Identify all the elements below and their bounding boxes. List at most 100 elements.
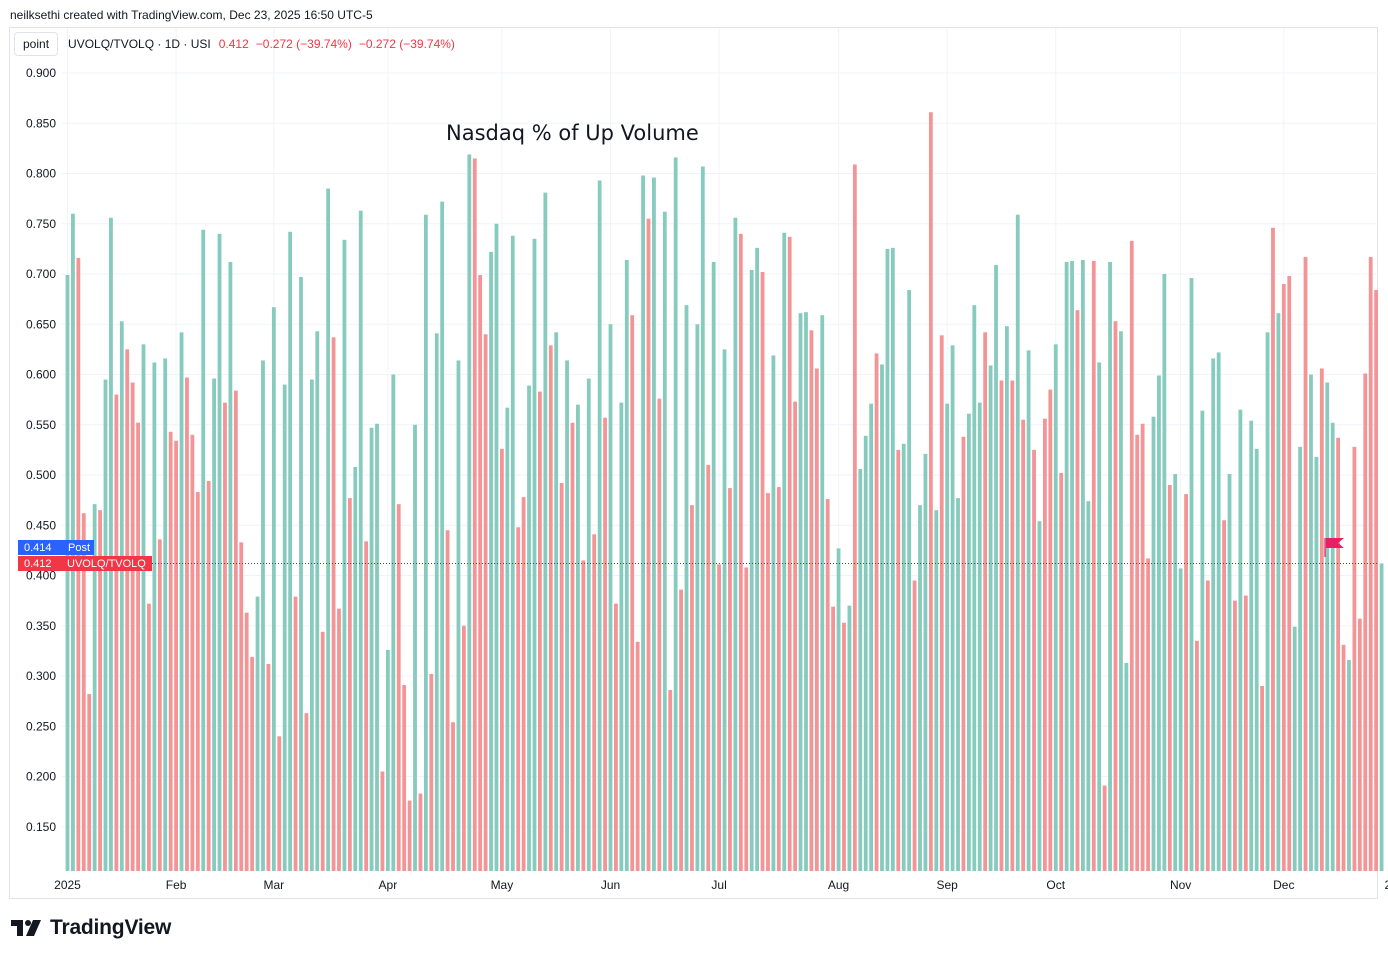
y-tick-label: 0.200: [26, 770, 56, 784]
post-tag: Post: [68, 542, 90, 554]
flag-icon[interactable]: [1324, 538, 1344, 557]
bar: [1026, 350, 1031, 871]
bar: [1216, 352, 1221, 871]
bar: [1059, 472, 1064, 871]
tradingview-logo[interactable]: TradingView: [11, 916, 171, 940]
chart-title: Nasdaq % of Up Volume: [446, 121, 699, 145]
bar: [407, 800, 412, 871]
bar: [130, 382, 135, 871]
y-axis[interactable]: 0.900 0.850 0.800 0.750 0.700 0.650 0.600 0.550…: [26, 66, 56, 834]
bar: [999, 380, 1004, 871]
bar: [1086, 501, 1091, 871]
bar: [190, 434, 195, 871]
bar: [1010, 380, 1015, 871]
bar: [950, 345, 955, 871]
x-tick-label: 2025: [54, 878, 81, 892]
x-axis[interactable]: 2025 Feb Mar Apr May Jun Jul Aug Sep Oct Nov Dec 202…: [54, 878, 1388, 892]
bar: [1162, 274, 1167, 871]
bar: [223, 402, 227, 871]
bar: [380, 771, 385, 871]
bar: [766, 493, 770, 871]
bar: [467, 154, 472, 871]
bar: [434, 333, 439, 871]
bar: [1325, 382, 1330, 871]
bar: [1032, 449, 1036, 872]
bar: [755, 247, 760, 871]
bar: [391, 374, 396, 871]
bar: [673, 157, 678, 872]
y-tick-label: 0.650: [26, 317, 56, 331]
bar: [1292, 626, 1297, 871]
bar: [331, 337, 336, 871]
bar: [842, 622, 846, 871]
post-value: 0.414: [24, 542, 52, 554]
bar: [65, 275, 70, 871]
bar: [81, 513, 86, 871]
bar: [521, 497, 526, 871]
x-tick-label: May: [491, 878, 514, 892]
bar: [809, 330, 814, 871]
bar: [423, 214, 428, 871]
last-tag-bg: [62, 556, 152, 571]
bar: [869, 403, 874, 871]
bar: [586, 378, 591, 871]
bar: [679, 589, 683, 871]
y-tick-label: 0.400: [26, 569, 56, 583]
bar: [1135, 434, 1140, 871]
bar: [1254, 448, 1259, 871]
bar: [641, 175, 645, 871]
bar: [548, 345, 553, 871]
bar: [1129, 240, 1134, 872]
y-tick-label: 0.850: [26, 116, 56, 130]
bar: [364, 541, 369, 871]
bar: [445, 530, 450, 871]
bar: [309, 379, 314, 871]
scale-mode-button[interactable]: point: [14, 32, 59, 56]
bar: [413, 424, 417, 871]
bar: [347, 498, 352, 871]
bar: [1271, 227, 1275, 871]
x-tick-label: 2026: [1384, 878, 1388, 892]
bar: [863, 435, 868, 871]
bar: [776, 487, 781, 871]
bar: [1303, 256, 1308, 871]
y-tick-label: 0.350: [26, 619, 56, 633]
bar: [966, 413, 971, 871]
bar: [619, 402, 624, 871]
bar: [98, 510, 102, 871]
bar: [472, 158, 477, 871]
bar: [1064, 261, 1069, 871]
bar: [972, 305, 977, 871]
bar: [92, 504, 97, 871]
x-tick-label: Nov: [1170, 878, 1191, 892]
bar: [1222, 520, 1226, 871]
bar: [103, 379, 108, 871]
symbol-title[interactable]: UVOLQ/TVOLQ · 1D · USI: [68, 37, 211, 51]
bar: [624, 259, 629, 871]
bar: [1211, 358, 1216, 871]
y-tick-label: 0.800: [26, 167, 56, 181]
bar: [874, 353, 879, 872]
last-price-value: 0.412: [24, 558, 52, 570]
bar: [1081, 259, 1085, 871]
bar: [1151, 416, 1156, 871]
bar: [440, 201, 445, 871]
bar: [1227, 474, 1232, 871]
bar: [1173, 474, 1178, 871]
y-tick-label: 0.300: [26, 669, 56, 683]
bar: [250, 656, 255, 871]
bar: [538, 391, 542, 871]
bar: [852, 164, 857, 871]
bar: [804, 312, 808, 871]
bar: [880, 364, 884, 871]
bar: [614, 603, 618, 871]
tradingview-logo-icon: [11, 920, 41, 936]
bar: [217, 233, 222, 872]
bar: [489, 251, 493, 871]
bar: [994, 264, 998, 872]
bar: [668, 690, 673, 871]
bar: [1189, 278, 1194, 871]
bar: [1140, 423, 1145, 871]
bar: [266, 663, 271, 871]
